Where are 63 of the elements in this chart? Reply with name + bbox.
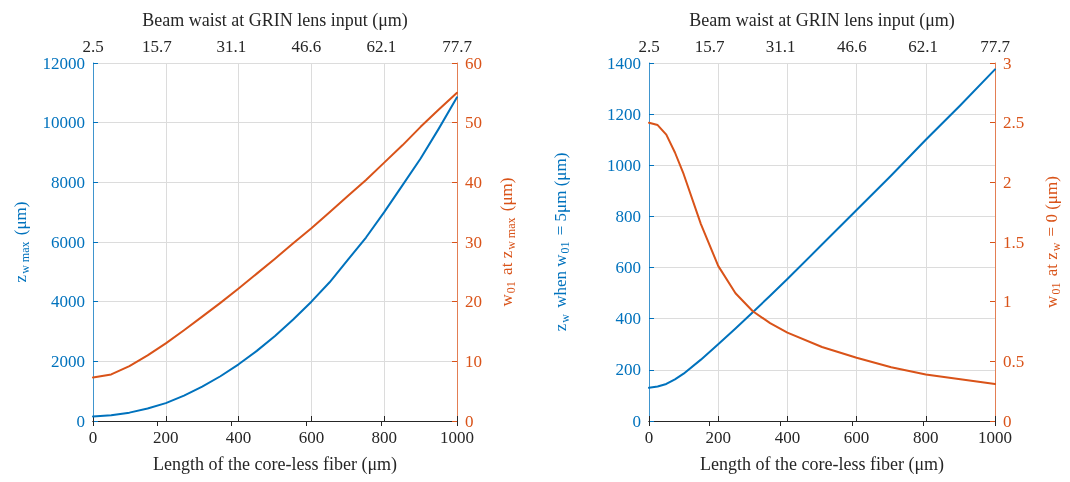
y2-tick-label: 50 [465, 113, 482, 133]
x2-tick-label: 2.5 [638, 37, 660, 56]
line-series [648, 68, 996, 389]
x-tick-label: 1000 [440, 428, 474, 447]
x2-tick-label: 46.6 [837, 37, 867, 56]
x2-tick-label: 15.7 [694, 37, 726, 56]
x2-tick-label: 31.1 [765, 37, 796, 56]
y-axis-title: zw when w01 = 5μm (μm) [550, 152, 572, 332]
y-tick-label: 10000 [42, 113, 85, 133]
x-tick-label: 200 [153, 428, 179, 447]
y2-tick-label: 0 [1003, 411, 1012, 431]
x2-tick-label: 62.1 [908, 37, 939, 56]
y-tick-label: 600 [615, 258, 641, 278]
y2-axis-title: w01 at zw max (μm) [496, 177, 518, 307]
y2-tick-label: 30 [465, 232, 482, 252]
y-tick-label: 8000 [51, 172, 85, 192]
x-tick-label: 400 [225, 428, 252, 447]
x-tick-label: 0 [88, 428, 98, 447]
y2-tick-label: 40 [465, 172, 482, 192]
y-tick-label: 1000 [607, 155, 641, 175]
y2-tick-label: 0 [465, 411, 474, 431]
y-axis-title: zw max (μm) [10, 201, 32, 283]
x2-tick-label: 2.5 [82, 37, 104, 56]
y-tick-label: 400 [615, 309, 641, 329]
y2-axis-title: w01 at zw = 0 (μm) [1041, 176, 1063, 308]
y-tick-label: 12000 [42, 53, 85, 73]
y-tick-label: 6000 [51, 232, 85, 252]
y2-tick-label: 1 [1003, 292, 1012, 312]
x-tick-label: 800 [913, 428, 939, 447]
x2-tick-label: 77.7 [442, 37, 473, 56]
y-tick-label: 1200 [607, 104, 641, 124]
y2-tick-label: 20 [465, 292, 482, 312]
x2-tick-label: 15.7 [142, 37, 173, 56]
line-series [648, 121, 996, 386]
x2-axis-title: Beam waist at GRIN lens input (μm) [689, 10, 955, 31]
y2-tick-label: 0.5 [1003, 351, 1025, 371]
x-tick-label: 200 [705, 428, 731, 447]
x2-axis-title: Beam waist at GRIN lens input (μm) [142, 10, 408, 31]
y-tick-label: 0 [632, 411, 641, 431]
x-tick-label: 1000 [978, 428, 1012, 447]
x-tick-label: 800 [371, 428, 397, 447]
x2-tick-label: 77.7 [980, 37, 1011, 56]
x-tick-label: 600 [298, 428, 325, 447]
y2-tick-label: 60 [465, 53, 482, 73]
x-tick-label: 400 [774, 428, 801, 447]
y-tick-label: 800 [615, 206, 641, 226]
x-tick-label: 0 [644, 428, 654, 447]
x2-tick-label: 46.6 [291, 37, 322, 56]
y2-tick-label: 1.5 [1003, 232, 1025, 252]
x-axis-title: Length of the core-less fiber (μm) [699, 454, 945, 475]
x-tick-label: 600 [843, 428, 870, 447]
x-axis-title: Length of the core-less fiber (μm) [152, 454, 398, 475]
y2-tick-label: 2 [1003, 172, 1012, 192]
y-tick-label: 0 [76, 411, 85, 431]
y-tick-label: 1400 [607, 53, 641, 73]
y-tick-label: 2000 [51, 351, 85, 371]
x2-tick-label: 62.1 [366, 37, 397, 56]
y2-tick-label: 3 [1003, 53, 1012, 73]
y-tick-label: 200 [615, 360, 641, 380]
y-tick-label: 4000 [51, 292, 85, 312]
y2-tick-label: 2.5 [1003, 113, 1025, 133]
x2-tick-label: 31.1 [216, 37, 247, 56]
y2-tick-label: 10 [465, 351, 482, 371]
